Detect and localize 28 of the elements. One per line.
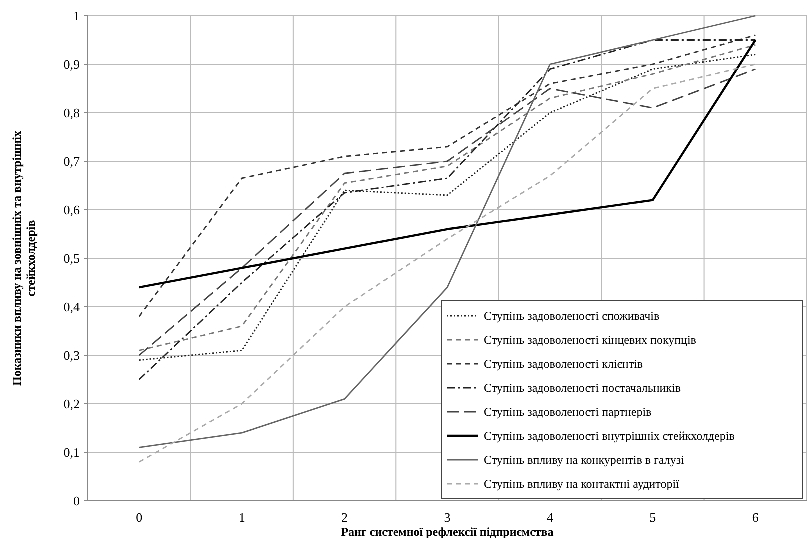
x-tick-label: 3 xyxy=(444,510,451,525)
y-tick-label: 1 xyxy=(74,8,80,24)
x-tick-label: 6 xyxy=(752,510,760,525)
legend-label: Ступінь задоволеності внутрішніх стейкхолдерів xyxy=(484,429,736,444)
legend-label: Ступінь задоволеності клієнтів xyxy=(484,357,644,372)
x-tick-label: 5 xyxy=(650,510,656,525)
legend-label: Ступінь впливу на контактні аудиторії xyxy=(484,477,680,492)
y-tick-label: 0,6 xyxy=(64,202,80,218)
y-tick-label: 0,5 xyxy=(64,251,80,266)
y-axis-title: Показники впливу на зовнішніх та внутрішніх стейкхолдерів xyxy=(10,131,38,386)
y-tick-label: 0,3 xyxy=(64,348,80,364)
legend-label: Ступінь задоволеності споживачів xyxy=(484,309,660,324)
y-tick-label: 0,8 xyxy=(64,106,80,121)
x-tick-label: 2 xyxy=(342,510,348,525)
y-tick-label: 0 xyxy=(74,494,80,509)
legend-label: Ступінь впливу на конкурентів в галузі xyxy=(484,453,686,468)
x-tick-label: 0 xyxy=(136,510,143,525)
legend-label: Ступінь задоволеності партнерів xyxy=(484,405,652,420)
x-tick-label: 1 xyxy=(238,510,246,525)
y-tick-label: 0,2 xyxy=(64,396,80,412)
y-tick-label: 0,4 xyxy=(64,300,80,315)
legend-label: Ступінь задоволеності постачальників xyxy=(484,381,682,396)
y-tick-label: 0,7 xyxy=(64,154,80,170)
x-tick-label: 4 xyxy=(546,510,554,525)
legend-label: Ступінь задоволеності кінцевих покупців xyxy=(484,333,697,348)
y-tick-label: 0,1 xyxy=(64,445,80,460)
y-tick-label: 0,9 xyxy=(64,57,80,72)
x-axis-title: Ранг системної рефлексії підприємства xyxy=(341,525,554,539)
